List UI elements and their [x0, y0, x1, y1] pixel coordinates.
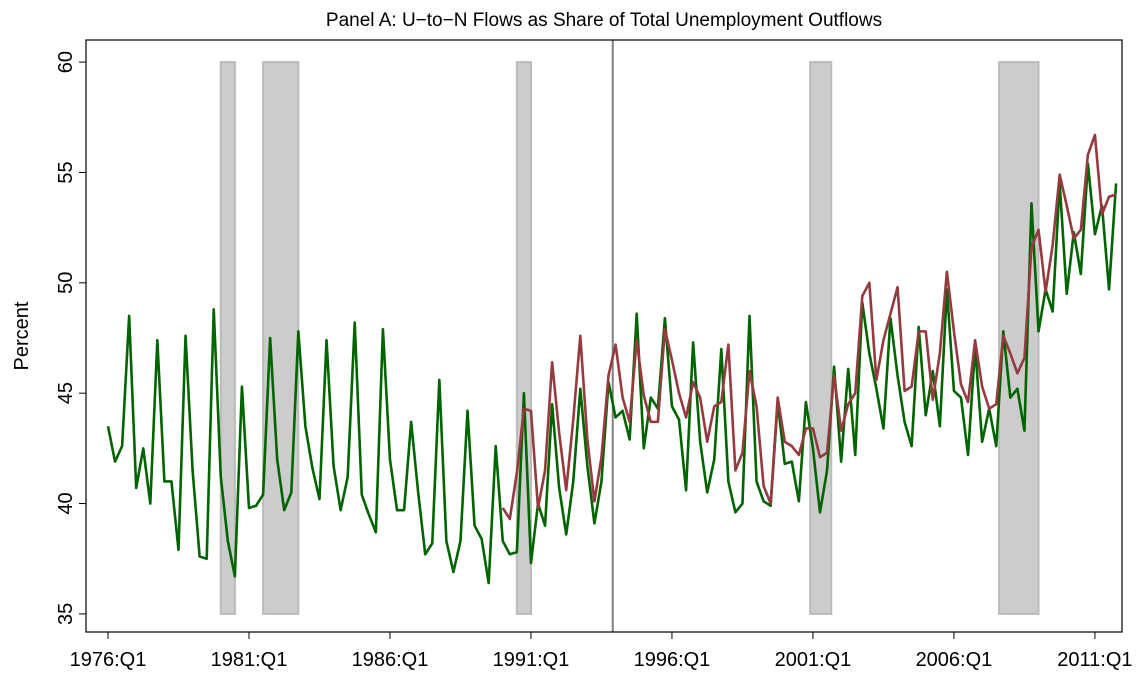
x-tick-label: 1996:Q1 — [634, 649, 711, 671]
chart-title: Panel A: U−to−N Flows as Share of Total … — [326, 10, 882, 31]
recession-band — [809, 61, 833, 615]
y-tick-label: 40 — [55, 492, 77, 514]
recession-band — [998, 61, 1040, 615]
x-tick-label: 1976:Q1 — [70, 649, 147, 671]
recession-band — [219, 61, 236, 615]
plot-frame — [85, 39, 1123, 633]
x-tick-label: 1981:Q1 — [211, 649, 288, 671]
x-tick-label: 1986:Q1 — [352, 649, 429, 671]
recession-band — [262, 61, 300, 615]
y-axis-label: Percent — [11, 301, 33, 370]
series-line — [106, 162, 1118, 585]
y-tick-label: 55 — [55, 161, 77, 183]
y-tick-label: 60 — [55, 51, 77, 73]
series-line — [501, 133, 1117, 521]
y-tick-label: 35 — [55, 603, 77, 625]
x-tick-label: 2011:Q1 — [1057, 649, 1132, 671]
x-tick-label: 1991:Q1 — [493, 649, 570, 671]
x-tick-label: 2001:Q1 — [775, 649, 852, 671]
y-tick-label: 50 — [55, 272, 77, 294]
x-tick-label: 2006:Q1 — [916, 649, 993, 671]
y-tick-label: 45 — [55, 382, 77, 404]
